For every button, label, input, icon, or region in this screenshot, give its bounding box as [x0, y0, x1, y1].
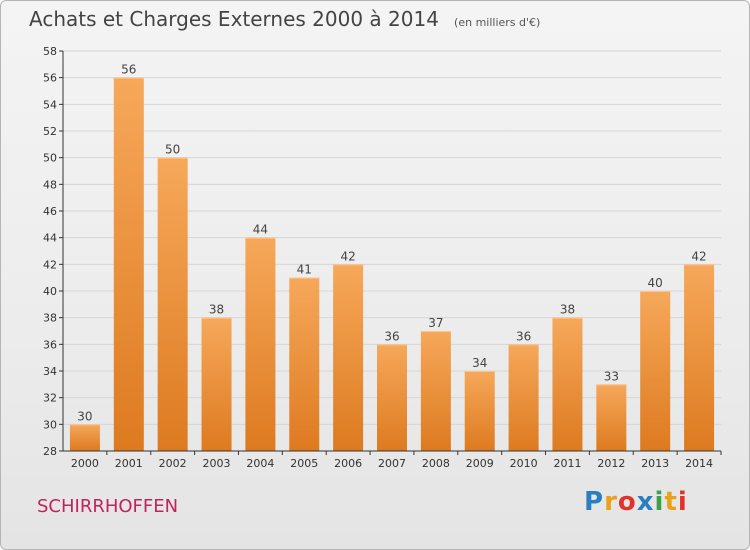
commune-name: SCHIRRHOFFEN — [37, 496, 179, 517]
bar-2009 — [464, 371, 495, 451]
data-label: 40 — [648, 276, 663, 290]
y-tick-label: 44 — [43, 232, 57, 245]
x-tick-label: 2014 — [685, 457, 713, 470]
y-tick-label: 46 — [43, 205, 57, 218]
bars — [69, 77, 715, 452]
data-label: 37 — [428, 316, 443, 330]
data-label: 34 — [472, 356, 487, 370]
bar-2010 — [508, 344, 539, 451]
bar-2000 — [69, 424, 100, 451]
x-tick-label: 2010 — [510, 457, 538, 470]
axes — [59, 50, 722, 455]
y-tick-label: 30 — [43, 418, 57, 431]
y-tick-label: 48 — [43, 178, 57, 191]
bar-2003 — [201, 317, 232, 451]
y-tick-label: 36 — [43, 338, 57, 351]
bar-2001 — [113, 77, 144, 452]
bar-2012 — [596, 384, 627, 451]
x-tick-label: 2001 — [115, 457, 143, 470]
logo-letter: i — [677, 487, 688, 517]
labels: 28 30 32 34 36 38 40 42 44 46 48 50 52 54 56 58 30 2000 56… — [43, 45, 713, 470]
x-tick-label: 2009 — [466, 457, 494, 470]
bar-2011 — [552, 317, 583, 451]
bar-2002 — [157, 157, 188, 451]
x-tick-label: 2002 — [159, 457, 187, 470]
data-label: 38 — [209, 303, 224, 317]
x-tick-label: 2007 — [378, 457, 406, 470]
x-tick-label: 2013 — [641, 457, 669, 470]
y-tick-label: 28 — [43, 445, 57, 458]
chart-subtitle: (en milliers d'€) — [454, 16, 541, 29]
data-label: 41 — [297, 263, 312, 277]
y-tick-label: 40 — [43, 285, 57, 298]
chart-title: Achats et Charges Externes 2000 à 2014 — [29, 7, 439, 31]
data-label: 42 — [340, 249, 355, 263]
x-tick-label: 2004 — [246, 457, 274, 470]
data-label: 56 — [121, 63, 136, 77]
proxiti-logo: Proxiti — [584, 487, 688, 517]
data-label: 30 — [77, 409, 92, 423]
y-tick-label: 54 — [43, 98, 57, 111]
y-tick-label: 58 — [43, 45, 57, 58]
x-tick-label: 2003 — [203, 457, 231, 470]
data-label: 33 — [604, 369, 619, 383]
data-label: 50 — [165, 143, 180, 157]
y-tick-label: 52 — [43, 125, 57, 138]
x-tick-label: 2005 — [290, 457, 318, 470]
logo-letter: o — [617, 487, 637, 517]
bar-2006 — [333, 264, 364, 451]
y-tick-label: 34 — [43, 365, 57, 378]
y-tick-label: 56 — [43, 72, 57, 85]
title-row: Achats et Charges Externes 2000 à 2014 (… — [29, 7, 540, 31]
x-tick-label: 2006 — [334, 457, 362, 470]
bar-2004 — [245, 237, 276, 451]
data-label: 36 — [384, 329, 399, 343]
y-tick-label: 50 — [43, 152, 57, 165]
bar-2013 — [640, 291, 671, 451]
logo-letter: r — [604, 487, 618, 517]
bar-2008 — [420, 331, 451, 451]
logo-letter: P — [584, 487, 605, 517]
data-label: 42 — [691, 249, 706, 263]
x-tick-label: 2012 — [597, 457, 625, 470]
logo-letter: i — [654, 487, 665, 517]
x-tick-label: 2000 — [71, 457, 99, 470]
bar-2005 — [289, 277, 320, 451]
logo-letter: t — [664, 487, 678, 517]
y-tick-label: 42 — [43, 258, 57, 271]
y-tick-label: 32 — [43, 392, 57, 405]
x-tick-label: 2008 — [422, 457, 450, 470]
bar-2014 — [684, 264, 715, 451]
data-label: 44 — [253, 223, 268, 237]
y-tick-label: 38 — [43, 312, 57, 325]
x-tick-label: 2011 — [553, 457, 581, 470]
logo-letter: x — [636, 487, 655, 517]
data-label: 38 — [560, 303, 575, 317]
bar-2007 — [377, 344, 407, 451]
data-label: 36 — [516, 329, 531, 343]
